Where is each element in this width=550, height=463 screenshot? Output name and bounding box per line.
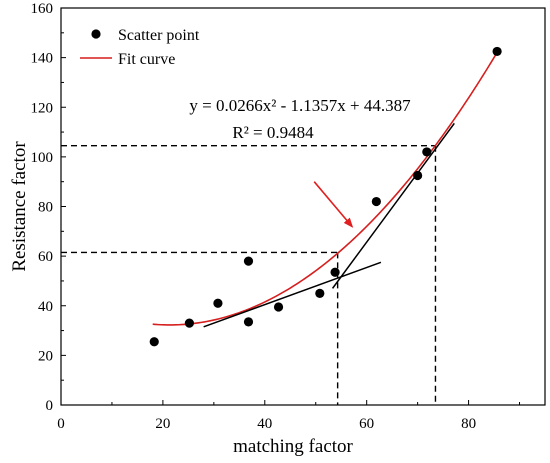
scatter-point <box>422 147 432 157</box>
x-axis-label: matching factor <box>233 436 353 457</box>
scatter-point <box>149 337 159 347</box>
x-tick-label: 60 <box>359 416 374 432</box>
scatter-point <box>213 298 223 308</box>
y-tick-label: 0 <box>46 398 54 414</box>
x-tick-label: 0 <box>57 416 65 432</box>
legend-scatter-marker <box>91 29 101 39</box>
scatter-point <box>315 288 325 298</box>
scatter-point <box>371 196 381 207</box>
scatter-point <box>273 302 284 312</box>
y-tick-label: 140 <box>31 51 54 67</box>
legend-scatter-label: Scatter point <box>118 27 200 44</box>
y-tick-label: 40 <box>38 299 53 315</box>
y-axis-label: Resistance factor <box>9 141 30 272</box>
legend-curve-label: Fit curve <box>118 51 175 68</box>
scatter-point <box>492 46 502 57</box>
x-tick-label: 40 <box>257 416 272 432</box>
tangent-line <box>203 261 382 328</box>
y-tick-label: 160 <box>31 1 54 17</box>
fit-curve-line <box>152 52 498 326</box>
scatter-point <box>243 317 254 327</box>
tangent-line <box>331 122 455 289</box>
y-tick-label: 60 <box>38 249 53 265</box>
x-tick-label: 80 <box>461 416 476 432</box>
scatter-point <box>243 256 254 266</box>
scatter-point <box>330 267 340 277</box>
equation-text: y = 0.0266x² - 1.1357x + 44.387 <box>189 96 411 115</box>
y-tick-label: 120 <box>31 100 54 116</box>
scatter-point <box>184 318 194 328</box>
y-tick-label: 80 <box>38 200 53 216</box>
r-squared-text: R² = 0.9484 <box>232 123 314 142</box>
red-arrow <box>313 181 354 228</box>
y-tick-label: 100 <box>31 150 54 166</box>
x-tick-label: 20 <box>155 416 170 432</box>
y-tick-label: 20 <box>38 348 53 364</box>
scatter-point <box>413 170 423 181</box>
